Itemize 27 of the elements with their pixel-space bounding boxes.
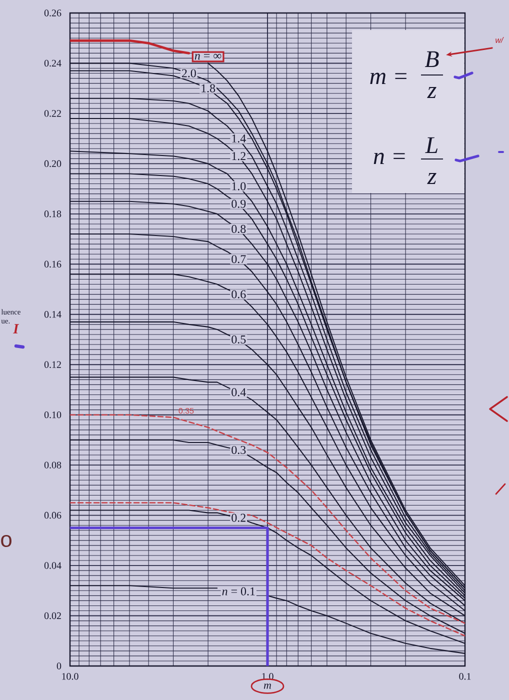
y-tick-label: 0.08 [44, 462, 62, 468]
x-tick-label: 10.0 [62, 673, 78, 680]
y-tick-label: 0.26 [44, 10, 62, 16]
y-tick-label: 0.22 [44, 110, 61, 117]
annotation: L [425, 137, 438, 153]
y-tick-label: 0.04 [44, 562, 62, 569]
y-tick-label: 0.18 [44, 210, 62, 218]
y-tick-label: 0.06 [44, 512, 62, 519]
y-tick-label: 0.02 [44, 612, 61, 620]
y-tick-label: 0 [56, 662, 62, 670]
y-tick-label: 0.12 [44, 361, 61, 368]
annotation: z [427, 87, 436, 98]
x-tick-label: 0.1 [459, 673, 471, 680]
y-tick-label: 0.14 [44, 311, 62, 318]
annotation: B [424, 51, 439, 68]
annotation: n = [374, 152, 405, 164]
annotation: m = [370, 72, 406, 84]
series-label: n = 0.1 [222, 587, 255, 596]
y-tick-label: 0.10 [44, 411, 62, 418]
series-label: n = ∞ [194, 54, 222, 60]
x-axis-title: m [264, 684, 271, 689]
y-tick-label: 0.24 [44, 60, 62, 67]
y-tick-label: 0.20 [44, 160, 62, 168]
y-tick-label: 0.16 [44, 260, 62, 268]
text: o [1, 534, 12, 548]
annotation: z [427, 173, 436, 184]
text: I [13, 324, 20, 334]
